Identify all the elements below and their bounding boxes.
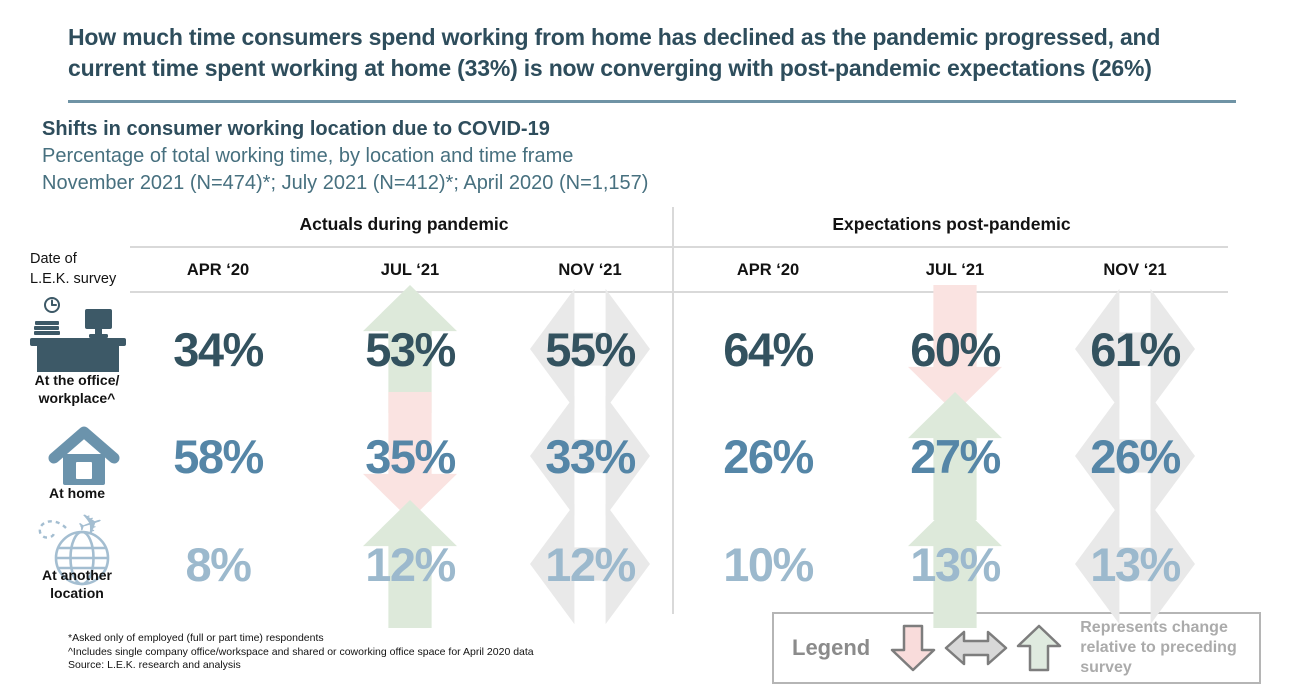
value-text: 55% (545, 322, 636, 376)
value-text: 27% (910, 429, 1001, 483)
value-text: 61% (1090, 322, 1181, 376)
gridline-bottom (130, 291, 1228, 293)
value-text: 13% (910, 537, 1001, 591)
value-text: 26% (723, 429, 814, 483)
down-arrow-icon (890, 624, 936, 672)
row-label-home: At home (49, 485, 105, 501)
value-cell: 13% (1050, 503, 1220, 625)
value-cell: 26% (1050, 395, 1220, 517)
page-title: How much time consumers spend working fr… (68, 24, 1161, 81)
value-text: 58% (173, 429, 264, 483)
column-header-expectations-jul21: JUL ‘21 (925, 260, 985, 279)
column-header-actuals-nov21: NOV ‘21 (558, 260, 622, 279)
value-cell: 61% (1050, 288, 1220, 410)
home-icon (48, 426, 120, 485)
row-label-office: At the office/ workplace^ (34, 372, 120, 406)
value-text: 60% (910, 322, 1001, 376)
value-cell: 12% (505, 503, 675, 625)
left-right-arrow-icon (944, 630, 1008, 666)
value-cell: 60% (870, 285, 1040, 413)
legend-description: Represents change relative to preceding … (1080, 619, 1237, 676)
chart-subtitle: Percentage of total working time, by loc… (42, 145, 574, 167)
legend-title: Legend (792, 635, 871, 660)
value-cell: 64% (683, 292, 853, 406)
value-cell: 58% (133, 402, 303, 510)
value-cell: 35% (325, 392, 495, 520)
legend-box: Legend Represents change relative to pre… (772, 612, 1261, 684)
chart-subtitle-block: Shifts in consumer working location due … (42, 116, 942, 197)
globe-travel-icon: ✈ (38, 512, 110, 586)
column-header-actuals-apr20: APR ‘20 (186, 260, 250, 279)
footnote-source: Source: L.E.K. research and analysis (68, 659, 241, 671)
value-text: 33% (545, 429, 636, 483)
column-group-expectations: Expectations post-pandemic (832, 214, 1071, 234)
airplane-icon: ✈ (74, 512, 108, 544)
chart-sample-note: November 2021 (N=474)*; July 2021 (N=412… (42, 172, 649, 194)
up-arrow-icon (1016, 624, 1062, 672)
value-cell: 26% (683, 402, 853, 510)
value-text: 10% (723, 537, 814, 591)
value-cell: 13% (870, 500, 1040, 628)
value-cell: 27% (870, 392, 1040, 520)
gridline-top (130, 246, 1228, 248)
value-cell: 10% (683, 506, 853, 622)
value-text: 12% (365, 537, 456, 591)
column-header-actuals-jul21: JUL ‘21 (380, 260, 440, 279)
value-cell: 12% (325, 500, 495, 628)
date-axis-label: Date of L.E.K. survey (30, 251, 117, 287)
column-header-expectations-nov21: NOV ‘21 (1103, 260, 1167, 279)
footnote-asterisk: *Asked only of employed (full or part ti… (68, 632, 324, 644)
value-text: 34% (173, 322, 264, 376)
value-cell: 55% (505, 288, 675, 410)
value-cell: 33% (505, 395, 675, 517)
legend-arrows (890, 624, 1062, 672)
value-text: 12% (545, 537, 636, 591)
row-label-another-location: At another location (42, 567, 112, 601)
value-text: 26% (1090, 429, 1181, 483)
group-divider-line (672, 207, 674, 614)
value-text: 35% (365, 429, 456, 483)
value-text: 53% (365, 322, 456, 376)
value-text: 8% (185, 537, 252, 591)
title-underline (68, 100, 1236, 103)
value-cell: 53% (325, 285, 495, 413)
office-desk-icon (30, 297, 126, 372)
column-header-expectations-apr20: APR ‘20 (736, 260, 800, 279)
value-cell: 34% (133, 292, 303, 406)
column-group-actuals: Actuals during pandemic (299, 214, 509, 234)
footnote-caret: ^Includes single company office/workspac… (68, 645, 534, 658)
footnotes: *Asked only of employed (full or part ti… (68, 632, 534, 673)
value-text: 13% (1090, 537, 1181, 591)
value-cell: 8% (133, 506, 303, 622)
value-text: 64% (723, 322, 814, 376)
chart-title: Shifts in consumer working location due … (42, 118, 550, 140)
